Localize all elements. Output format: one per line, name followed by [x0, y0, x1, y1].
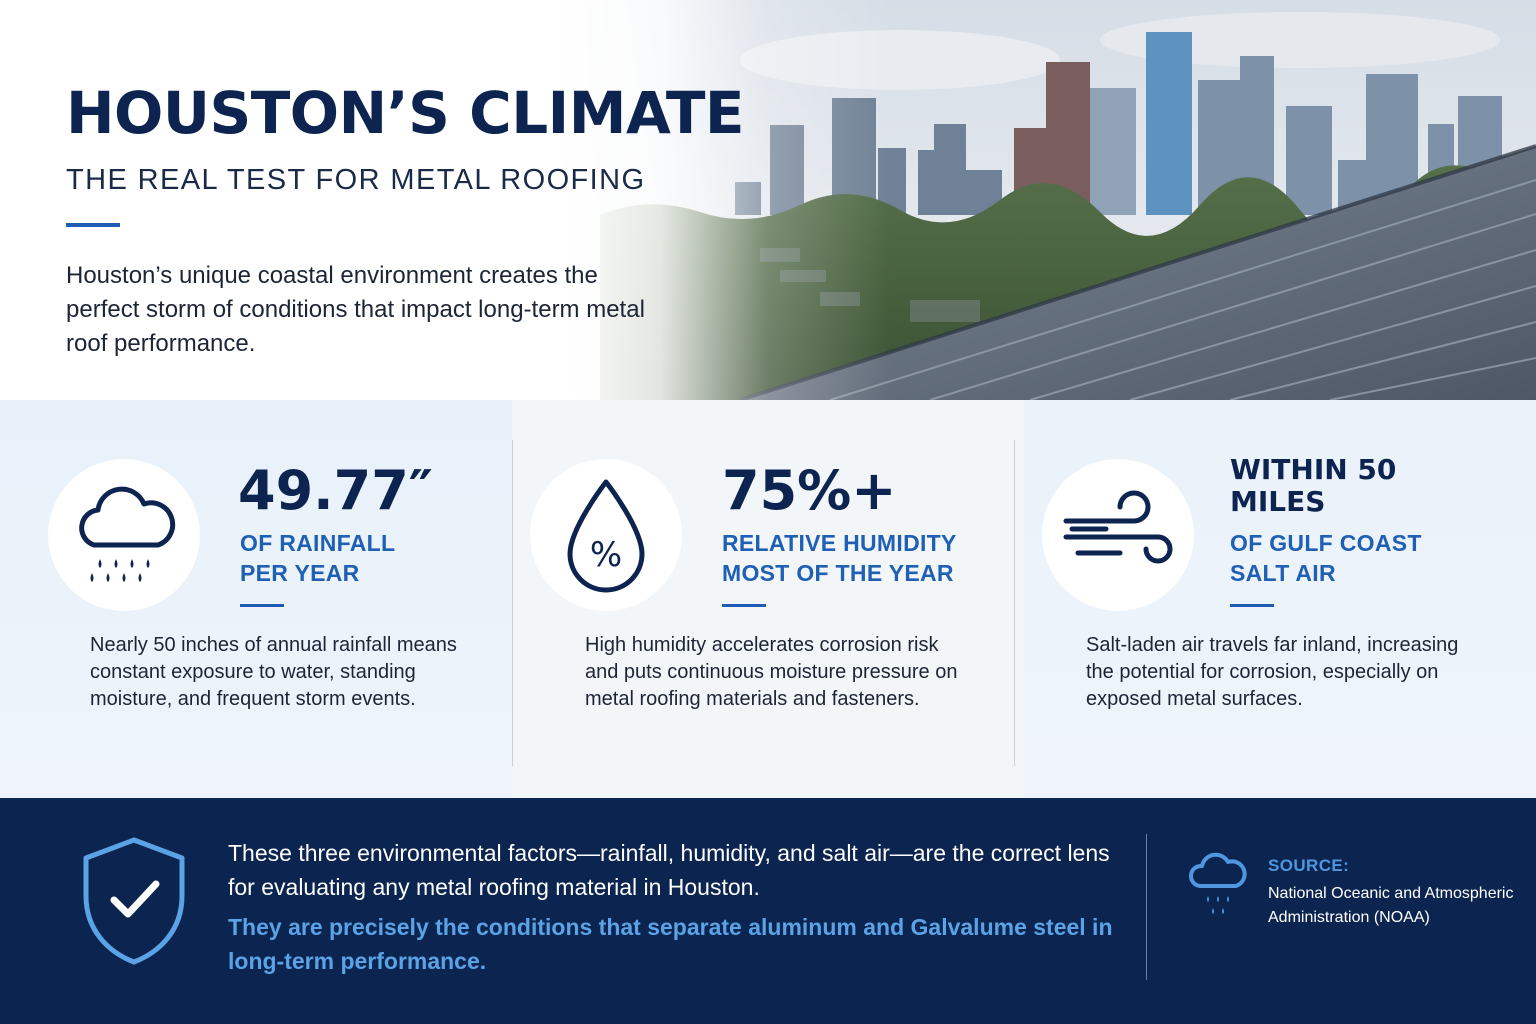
hero-text-block: HOUSTON’S CLIMATE THE REAL TEST FOR META… — [66, 78, 745, 361]
salt-air-value-line1: WITHIN 50 — [1230, 453, 1397, 486]
stat-divider — [1014, 440, 1015, 766]
salt-air-value-line2: MILES — [1230, 485, 1326, 518]
footer-highlight: They are precisely the conditions that s… — [228, 914, 1113, 974]
stat-card-humidity: % 75%+ RELATIVE HUMIDITY MOST OF THE YEA… — [512, 400, 1024, 798]
svg-text:%: % — [590, 535, 622, 575]
page-title: HOUSTON’S CLIMATE — [66, 79, 745, 147]
rain-cloud-icon — [79, 486, 176, 582]
footer-statement: These three environmental factors—rainfa… — [228, 840, 1110, 900]
rainfall-value: 49.77″ — [238, 459, 433, 522]
rainfall-label-line1: OF RAINFALL — [240, 530, 396, 556]
rainfall-description: Nearly 50 inches of annual rainfall mean… — [90, 634, 457, 710]
salt-air-label-line2: SALT AIR — [1230, 560, 1336, 586]
humidity-icon-circle: % — [530, 459, 682, 611]
wind-icon-circle — [1042, 459, 1194, 611]
source-text: National Oceanic and Atmospheric Adminis… — [1268, 885, 1514, 926]
footer-divider — [1146, 834, 1147, 980]
source-rain-cloud-icon — [1189, 852, 1247, 914]
hero-fade-overlay — [0, 0, 1536, 400]
intro-paragraph: Houston’s unique coastal environment cre… — [66, 262, 645, 357]
shield-check-icon — [83, 837, 185, 965]
salt-air-accent-rule — [1230, 604, 1274, 607]
stat-divider — [512, 440, 513, 766]
title-accent-rule — [66, 223, 120, 227]
rainfall-label-line2: PER YEAR — [240, 560, 360, 586]
salt-air-label-line1: OF GULF COAST — [1230, 530, 1422, 556]
rainfall-accent-rule — [240, 604, 284, 607]
climate-stats-section: 49.77″ OF RAINFALL PER YEAR Nearly 50 in… — [0, 400, 1536, 798]
humidity-accent-rule — [722, 604, 766, 607]
page-subtitle: THE REAL TEST FOR METAL ROOFING — [66, 164, 646, 196]
humidity-value: 75%+ — [722, 459, 897, 522]
wind-icon — [1063, 490, 1173, 564]
hero-section: HOUSTON’S CLIMATE THE REAL TEST FOR META… — [0, 0, 1536, 400]
stat-card-salt-air: WITHIN 50 MILES OF GULF COAST SALT AIR S… — [1024, 400, 1536, 798]
salt-air-description: Salt-laden air travels far inland, incre… — [1086, 634, 1459, 710]
humidity-label-line1: RELATIVE HUMIDITY — [722, 530, 957, 556]
rain-cloud-icon-circle — [48, 459, 200, 611]
stat-card-rainfall: 49.77″ OF RAINFALL PER YEAR Nearly 50 in… — [0, 400, 512, 798]
humidity-drop-icon: % — [567, 479, 645, 593]
footer-banner: These three environmental factors—rainfa… — [0, 798, 1536, 1024]
source-label: SOURCE: — [1268, 856, 1350, 875]
footer-statement-block: These three environmental factors—rainfa… — [228, 836, 1128, 978]
humidity-label-line2: MOST OF THE YEAR — [722, 560, 954, 586]
humidity-description: High humidity accelerates corrosion risk… — [585, 634, 958, 710]
